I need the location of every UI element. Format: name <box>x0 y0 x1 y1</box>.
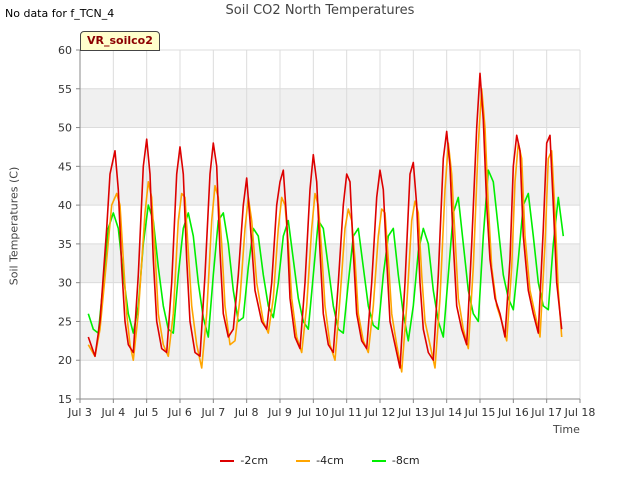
series-line-minus-4cm <box>87 88 563 373</box>
y-tick-label: 25 <box>58 315 72 328</box>
x-tick-label: Jul 16 <box>497 406 529 419</box>
legend-label-2cm: -2cm <box>240 454 269 467</box>
no-data-notice: No data for f_TCN_4 <box>5 7 115 20</box>
x-tick-label: Jul 3 <box>67 406 92 419</box>
x-tick-label: Jul 4 <box>100 406 125 419</box>
legend-label-4cm: -4cm <box>316 454 344 467</box>
x-tick-label: Jul 10 <box>297 406 329 419</box>
y-tick-label: 60 <box>58 44 72 57</box>
x-tick-label: Jul 11 <box>330 406 362 419</box>
y-tick-label: 20 <box>58 354 72 367</box>
plot-band <box>80 166 580 206</box>
legend-item-8cm[interactable]: -8cm <box>371 454 420 467</box>
y-tick-label: 45 <box>58 160 72 173</box>
legend-swatch-4cm <box>296 459 311 462</box>
y-tick-label: 15 <box>58 393 72 406</box>
x-axis-label: Time <box>553 423 580 436</box>
x-tick-label: Jul 5 <box>134 406 159 419</box>
x-tick-label: Jul 12 <box>364 406 396 419</box>
y-tick-label: 55 <box>58 83 72 96</box>
x-tick-label: Jul 14 <box>430 406 462 419</box>
legend-label-8cm: -8cm <box>391 454 420 467</box>
x-tick-label: Jul 6 <box>167 406 192 419</box>
y-tick-label: 30 <box>58 277 72 290</box>
series-line-minus-2cm <box>87 72 563 369</box>
axes: 15 20 25 30 35 40 45 50 55 60 Jul 3 Jul 4 Jul 5 Jul 6… <box>58 44 595 419</box>
x-tick-label: Jul 17 <box>530 406 562 419</box>
legend-item-4cm[interactable]: -4cm <box>296 454 344 467</box>
series-line-minus-8cm <box>87 169 565 342</box>
x-tick-label: Jul 9 <box>267 406 292 419</box>
grid-lines <box>79 49 581 400</box>
plot-background <box>80 50 580 399</box>
legend-swatch-2cm <box>220 459 235 462</box>
y-tick-label: 50 <box>58 122 72 135</box>
legend: -2cm -4cm -8cm <box>0 454 640 467</box>
series-group <box>87 72 565 373</box>
y-tick-label: 35 <box>58 238 72 251</box>
legend-swatch-8cm <box>371 459 386 462</box>
x-tick-label: Jul 13 <box>397 406 429 419</box>
x-tick-label: Jul 8 <box>234 406 259 419</box>
legend-item-2cm[interactable]: -2cm <box>220 454 268 467</box>
y-axis-label: Soil Temperatures (C) <box>7 166 21 286</box>
x-tick-label: Jul 18 <box>564 406 596 419</box>
chart-title: Soil CO2 North Temperatures <box>225 3 415 18</box>
y-tick-label: 40 <box>58 199 72 212</box>
site-badge[interactable]: VR_soilco2 <box>80 31 160 51</box>
x-tick-label: Jul 7 <box>200 406 225 419</box>
plot-band <box>80 88 580 128</box>
x-tick-label: Jul 15 <box>464 406 496 419</box>
